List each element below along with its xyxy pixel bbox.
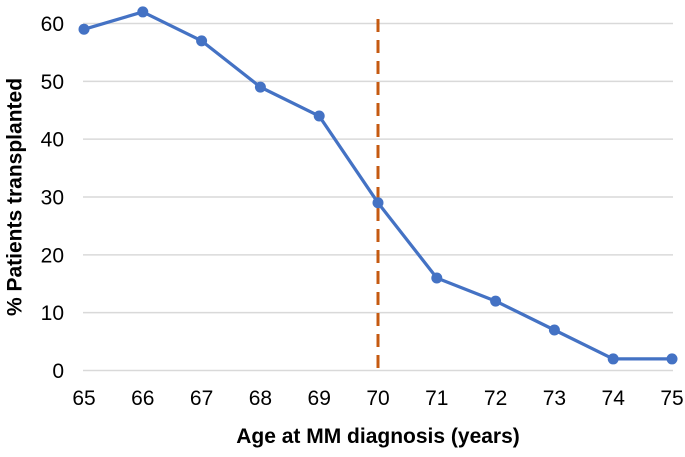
x-tick-label: 66 [131,387,154,410]
data-point [78,23,90,35]
data-point [607,353,619,365]
data-point [431,272,443,284]
data-point [490,295,502,307]
y-tick-label: 40 [41,129,64,152]
y-tick-label: 0 [52,360,64,383]
y-tick-label: 50 [41,71,64,94]
y-tick-label: 10 [41,302,64,325]
x-tick-label: 65 [72,387,95,410]
x-axis-title: Age at MM diagnosis (years) [236,425,520,448]
x-tick-label: 68 [249,387,272,410]
y-axis-title: % Patients transplanted [3,77,27,317]
data-point [137,6,149,18]
data-point [196,35,208,47]
x-tick-label: 71 [425,387,448,410]
x-tick-label: 75 [660,387,683,410]
y-tick-label: 30 [41,187,64,210]
data-point [313,110,325,122]
y-tick-label: 20 [41,244,64,267]
data-point [254,81,266,93]
data-point [666,353,678,365]
x-tick-label: 74 [602,387,626,410]
x-tick-label: 73 [543,387,566,410]
x-tick-label: 67 [190,387,213,410]
data-point [548,324,560,336]
x-tick-label: 69 [308,387,331,410]
y-tick-label: 60 [41,13,64,36]
x-tick-label: 72 [484,387,507,410]
data-point [372,197,384,209]
x-tick-label: 70 [366,387,389,410]
